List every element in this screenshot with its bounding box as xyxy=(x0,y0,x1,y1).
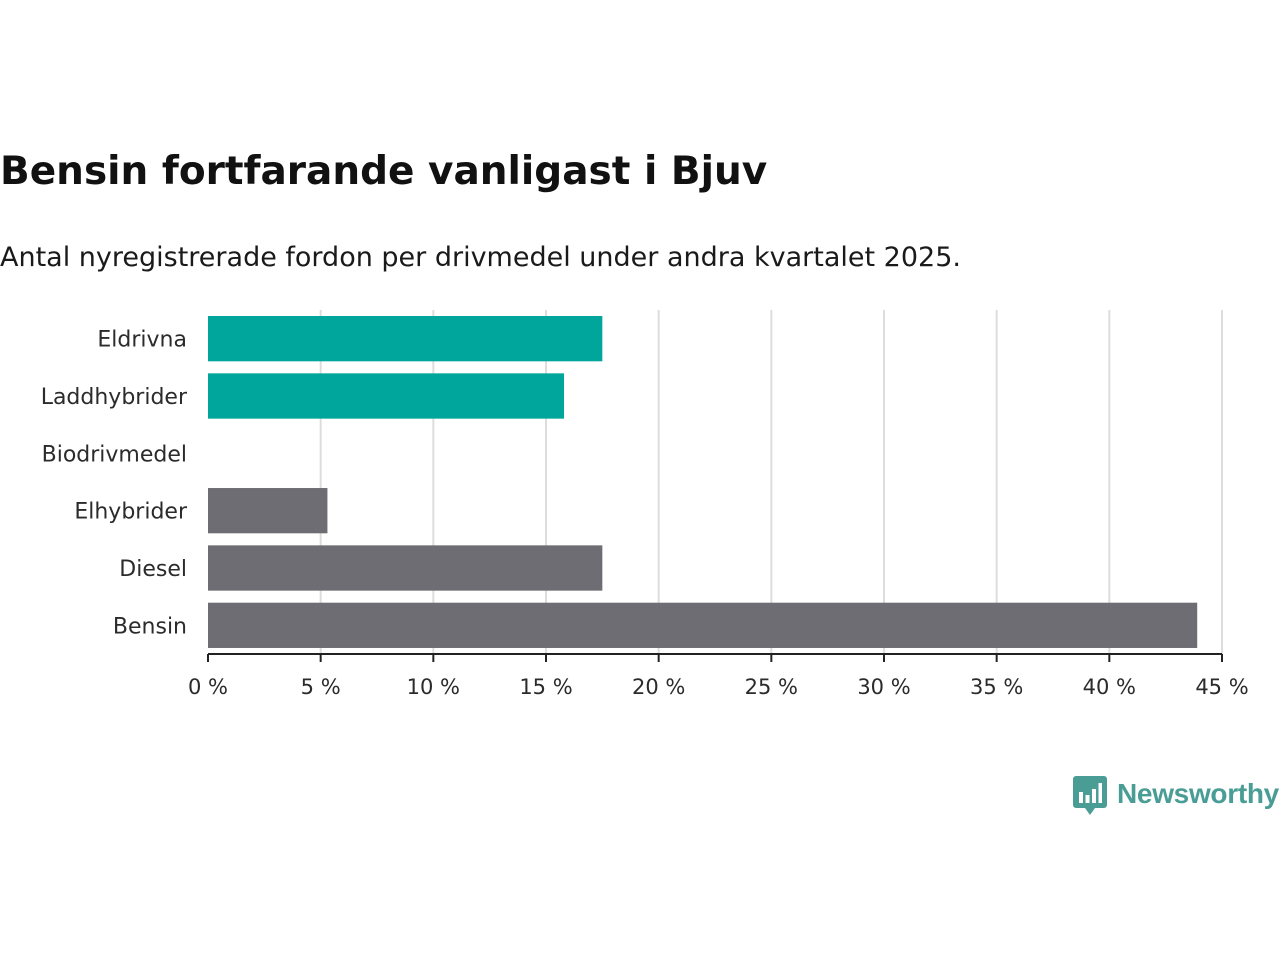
bar xyxy=(208,545,603,591)
newsworthy-logo: Newsworthy xyxy=(1073,776,1279,816)
x-tick-label: 15 % xyxy=(519,675,572,699)
bar-chart: 0 % 5 % 10 % 15 % 20 % 25 % 30 % 35 % 40 % 45 % E… xyxy=(41,310,1249,699)
gridlines xyxy=(319,310,1223,654)
x-axis: 0 % 5 % 10 % 15 % 20 % 25 % 30 % 35 % 40 % 45 % xyxy=(188,653,1249,699)
bars xyxy=(208,316,1198,648)
category-label: Biodrivmedel xyxy=(42,442,187,467)
bar-chart-speech-bubble-icon xyxy=(1073,776,1107,815)
x-tick-label: 20 % xyxy=(632,675,685,699)
x-tick-label: 5 % xyxy=(301,675,341,699)
x-tick-label: 35 % xyxy=(970,675,1023,699)
bar xyxy=(208,373,565,419)
x-tick-label: 40 % xyxy=(1083,675,1136,699)
x-tick-label: 30 % xyxy=(857,675,910,699)
x-tick-label: 25 % xyxy=(745,675,798,699)
brand-name: Newsworthy xyxy=(1117,778,1279,809)
bar xyxy=(208,316,603,362)
category-label: Eldrivna xyxy=(97,328,187,353)
x-tick-label: 0 % xyxy=(188,675,228,699)
x-tick-label: 45 % xyxy=(1195,675,1248,699)
chart-title: Bensin fortfarande vanligast i Bjuv xyxy=(0,149,768,194)
chart-subtitle: Antal nyregistrerade fordon per drivmede… xyxy=(0,242,961,273)
category-labels: Eldrivna Laddhybrider Biodrivmedel Elhybrid… xyxy=(41,328,188,640)
x-tick-label: 10 % xyxy=(407,675,460,699)
category-label: Bensin xyxy=(113,614,187,639)
bar xyxy=(208,488,328,534)
category-label: Elhybrider xyxy=(74,500,188,525)
category-label: Laddhybrider xyxy=(41,385,188,410)
category-label: Diesel xyxy=(119,557,187,582)
bar xyxy=(208,602,1198,648)
